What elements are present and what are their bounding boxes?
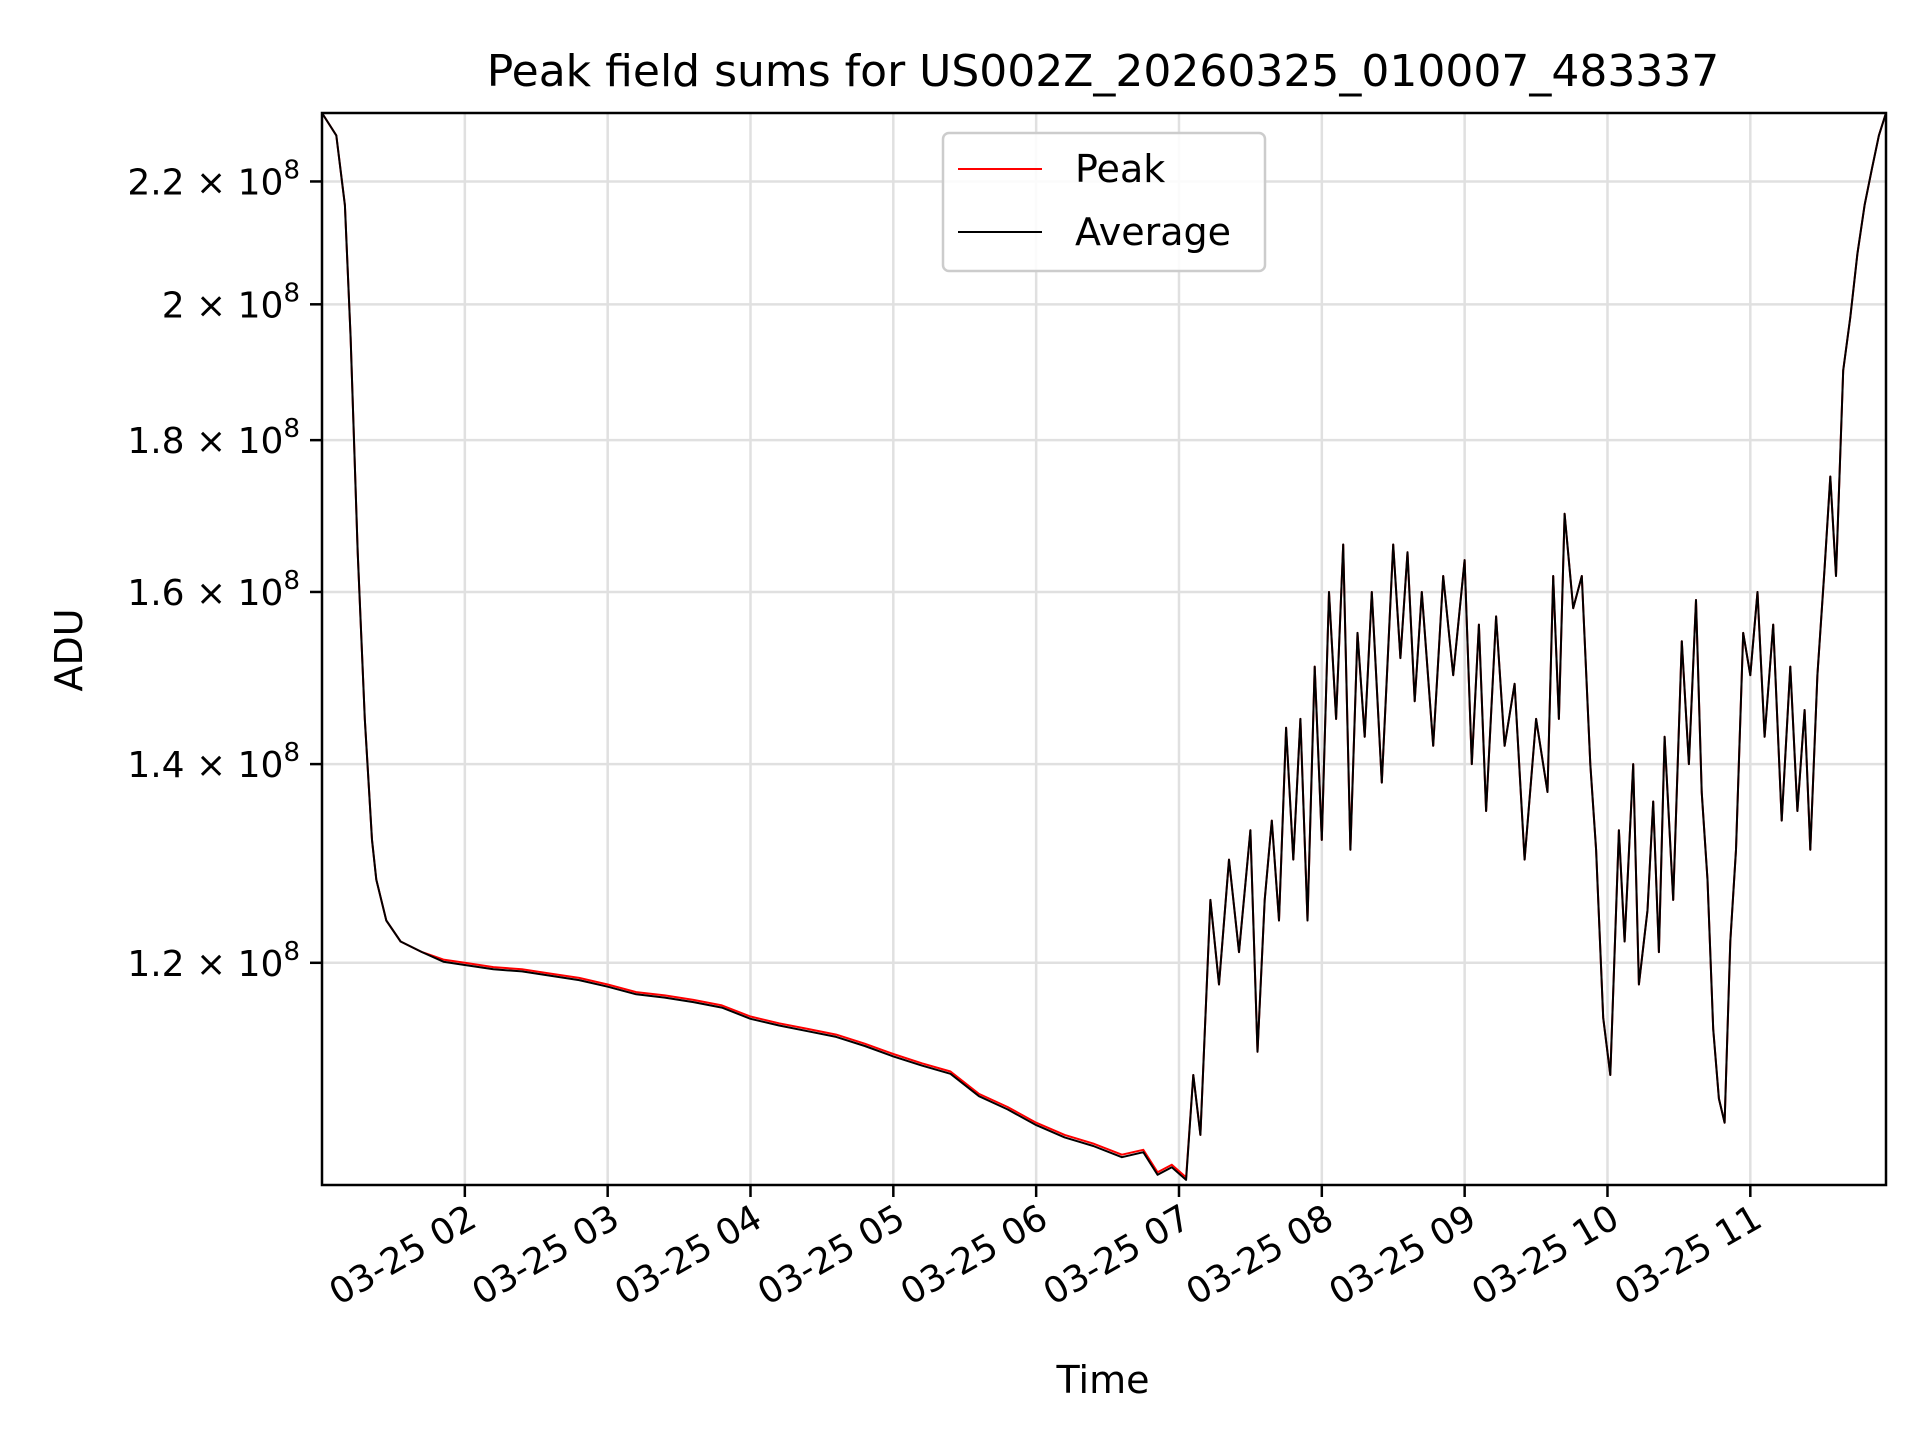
legend-label-peak: Peak (1075, 147, 1165, 191)
x-tick-label: 03-25 02 (323, 1197, 484, 1313)
x-axis-label: Time (1056, 1358, 1150, 1402)
y-axis-label: ADU (47, 608, 91, 691)
x-tick-label: 03-25 03 (465, 1197, 626, 1313)
y-axis: 1.2 × 108 1.4 × 108 1.6 × 108 1.8 × 108 2 × … (127, 155, 322, 985)
y-tick-label: 1.2 × 108 (127, 937, 300, 985)
y-tick-label: 2 × 108 (162, 278, 300, 326)
y-tick-label: 2.2 × 108 (127, 155, 300, 203)
y-tick-label: 1.8 × 108 (127, 414, 300, 462)
grid (322, 113, 1886, 1185)
series-layer (322, 113, 1886, 1181)
y-tick-label: 1.6 × 108 (127, 566, 300, 614)
x-tick-label: 03-25 08 (1180, 1197, 1341, 1313)
legend-label-average: Average (1075, 210, 1231, 254)
x-tick-label: 03-25 05 (751, 1197, 912, 1313)
chart-title: Peak field sums for US002Z_20260325_0100… (487, 46, 1720, 97)
plot-frame (320, 111, 1888, 1187)
series-line-peak (322, 113, 1886, 1179)
series-line-average (322, 113, 1886, 1181)
legend-box (941, 131, 1267, 273)
x-tick-label: 03-25 07 (1037, 1197, 1198, 1313)
x-tick-label: 03-25 06 (894, 1197, 1055, 1313)
x-tick-label: 03-25 04 (608, 1197, 769, 1313)
x-tick-label: 03-25 09 (1322, 1197, 1483, 1313)
x-tick-label: 03-25 10 (1465, 1197, 1626, 1313)
x-tick-label: 03-25 11 (1608, 1197, 1769, 1313)
legend: Peak Average (941, 131, 1267, 273)
y-tick-label: 1.4 × 108 (127, 738, 300, 786)
